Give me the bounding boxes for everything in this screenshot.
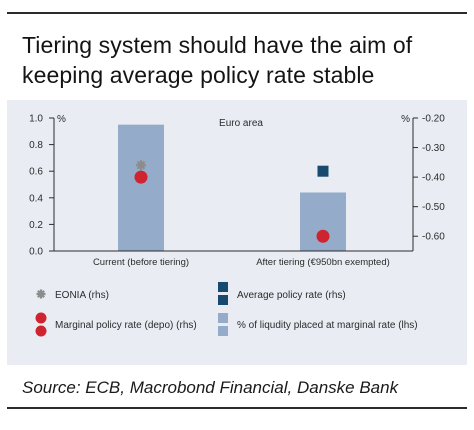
top-rule (7, 12, 467, 14)
marginal-rate-marker (316, 229, 330, 243)
right-tick-label: -0.40 (422, 173, 445, 184)
legend-average-icon (218, 295, 228, 305)
bar (118, 124, 164, 251)
right-tick-label: -0.30 (422, 143, 445, 154)
legend-marginal-icon (35, 325, 47, 337)
eonia-marker (136, 160, 146, 171)
legend-label: Average policy rate (rhs) (237, 290, 346, 301)
left-tick-label: 1.0 (29, 114, 43, 125)
left-tick-label: 0.2 (29, 220, 43, 231)
eonia-marker-stroke (136, 160, 146, 170)
title-line-2: keeping average policy rate stable (22, 62, 375, 88)
x-category-label: Current (before tiering) (93, 257, 189, 268)
legend-label: % of liqudity placed at marginal rate (l… (237, 320, 418, 331)
legend-eonia-icon-stroke (37, 290, 45, 298)
legend-marginal-icon (35, 312, 47, 324)
legend-average-icon (218, 282, 228, 292)
chart-panel: Euro area 1.0 0.8 0.6 0.4 0.2 0.0% -0.20 -0.30 -0… (7, 100, 467, 365)
legend-label: EONIA (rhs) (55, 290, 109, 301)
left-tick-label: 0.0 (29, 247, 43, 258)
marginal-rate-marker (134, 170, 148, 184)
left-tick-label: 0.4 (29, 193, 43, 204)
legend-liquidity-icon (218, 313, 228, 323)
right-tick-label: -0.50 (422, 202, 445, 213)
right-axis-unit: % (401, 114, 410, 125)
left-tick-label: 0.6 (29, 167, 43, 178)
plot-title: Euro area (219, 118, 263, 129)
legend-eonia-icon (36, 289, 46, 299)
right-tick-label: -0.20 (422, 114, 445, 125)
left-tick-label: 0.8 (29, 140, 43, 151)
bottom-rule (7, 407, 467, 409)
right-tick-label: -0.60 (422, 232, 445, 243)
average-rate-marker (317, 165, 329, 177)
source-note: Source: ECB, Macrobond Financial, Danske… (22, 378, 399, 397)
title-line-1: Tiering system should have the aim of (22, 32, 413, 58)
chart-svg: Euro area 1.0 0.8 0.6 0.4 0.2 0.0% -0.20 -0.30 -0… (29, 114, 445, 337)
left-axis-unit: % (57, 114, 66, 125)
legend-liquidity-icon (218, 326, 228, 336)
chart-title: Tiering system should have the aim of ke… (22, 30, 462, 90)
legend-label: Marginal policy rate (depo) (rhs) (55, 320, 197, 331)
x-category-label: After tiering (€950bn exempted) (256, 257, 390, 268)
